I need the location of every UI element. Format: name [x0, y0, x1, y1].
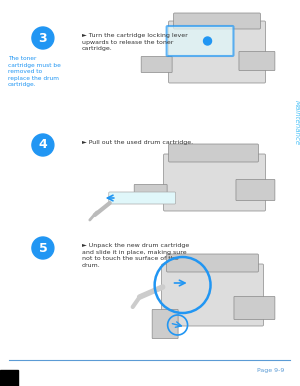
FancyBboxPatch shape	[239, 51, 275, 71]
Text: Page 9-9: Page 9-9	[257, 368, 284, 373]
FancyBboxPatch shape	[164, 154, 266, 211]
Circle shape	[32, 27, 54, 49]
FancyBboxPatch shape	[134, 185, 167, 200]
Text: Maintenance: Maintenance	[293, 100, 299, 145]
FancyBboxPatch shape	[236, 179, 275, 200]
FancyBboxPatch shape	[167, 26, 233, 56]
Text: 4: 4	[38, 139, 47, 151]
FancyBboxPatch shape	[169, 21, 266, 83]
FancyBboxPatch shape	[167, 254, 258, 272]
Bar	[0, 370, 18, 386]
Text: ► Pull out the used drum cartridge.: ► Pull out the used drum cartridge.	[82, 140, 193, 145]
FancyBboxPatch shape	[234, 296, 275, 320]
Text: ► Turn the cartridge locking lever
upwards to release the toner
cartridge.: ► Turn the cartridge locking lever upwar…	[82, 33, 188, 51]
FancyBboxPatch shape	[174, 13, 260, 29]
Text: The toner
cartridge must be
removed to
replace the drum
cartridge.: The toner cartridge must be removed to r…	[8, 56, 61, 87]
Circle shape	[32, 134, 54, 156]
FancyBboxPatch shape	[141, 56, 172, 73]
Text: 3: 3	[39, 32, 47, 44]
FancyBboxPatch shape	[109, 192, 176, 204]
Text: ► Unpack the new drum cartridge
and slide it in place, making sure
not to touch : ► Unpack the new drum cartridge and slid…	[82, 243, 189, 268]
FancyBboxPatch shape	[169, 144, 258, 162]
FancyBboxPatch shape	[162, 264, 263, 326]
Circle shape	[203, 37, 211, 45]
Text: 5: 5	[38, 242, 47, 254]
Circle shape	[32, 237, 54, 259]
FancyBboxPatch shape	[152, 310, 178, 339]
